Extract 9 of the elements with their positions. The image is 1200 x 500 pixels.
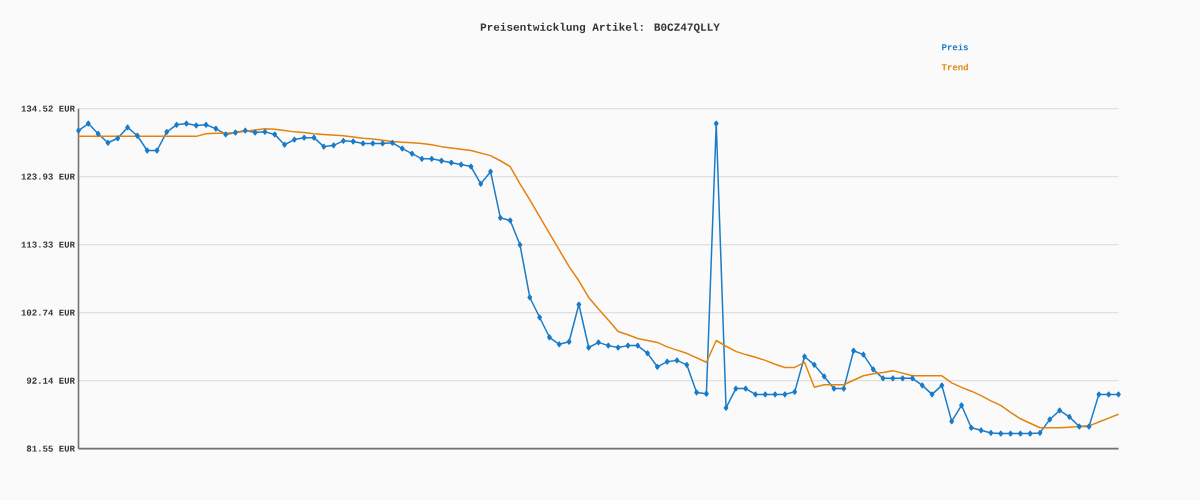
text: Preis xyxy=(942,43,968,51)
y-tick-label: 102.74 EUR xyxy=(21,309,75,316)
y-tick-label: 81.55 EUR xyxy=(26,445,75,452)
y-tick-label: 92.14 EUR xyxy=(26,377,75,384)
y-tick-label: 123.93 EUR xyxy=(21,173,75,180)
text: Trend xyxy=(941,63,968,71)
y-tick-label: 113.33 EUR xyxy=(21,241,75,248)
y-tick-label: 134.52 EUR xyxy=(21,105,75,112)
chart-title: Preisentwicklung Artikel: B0CZ47QLLY xyxy=(480,22,720,34)
